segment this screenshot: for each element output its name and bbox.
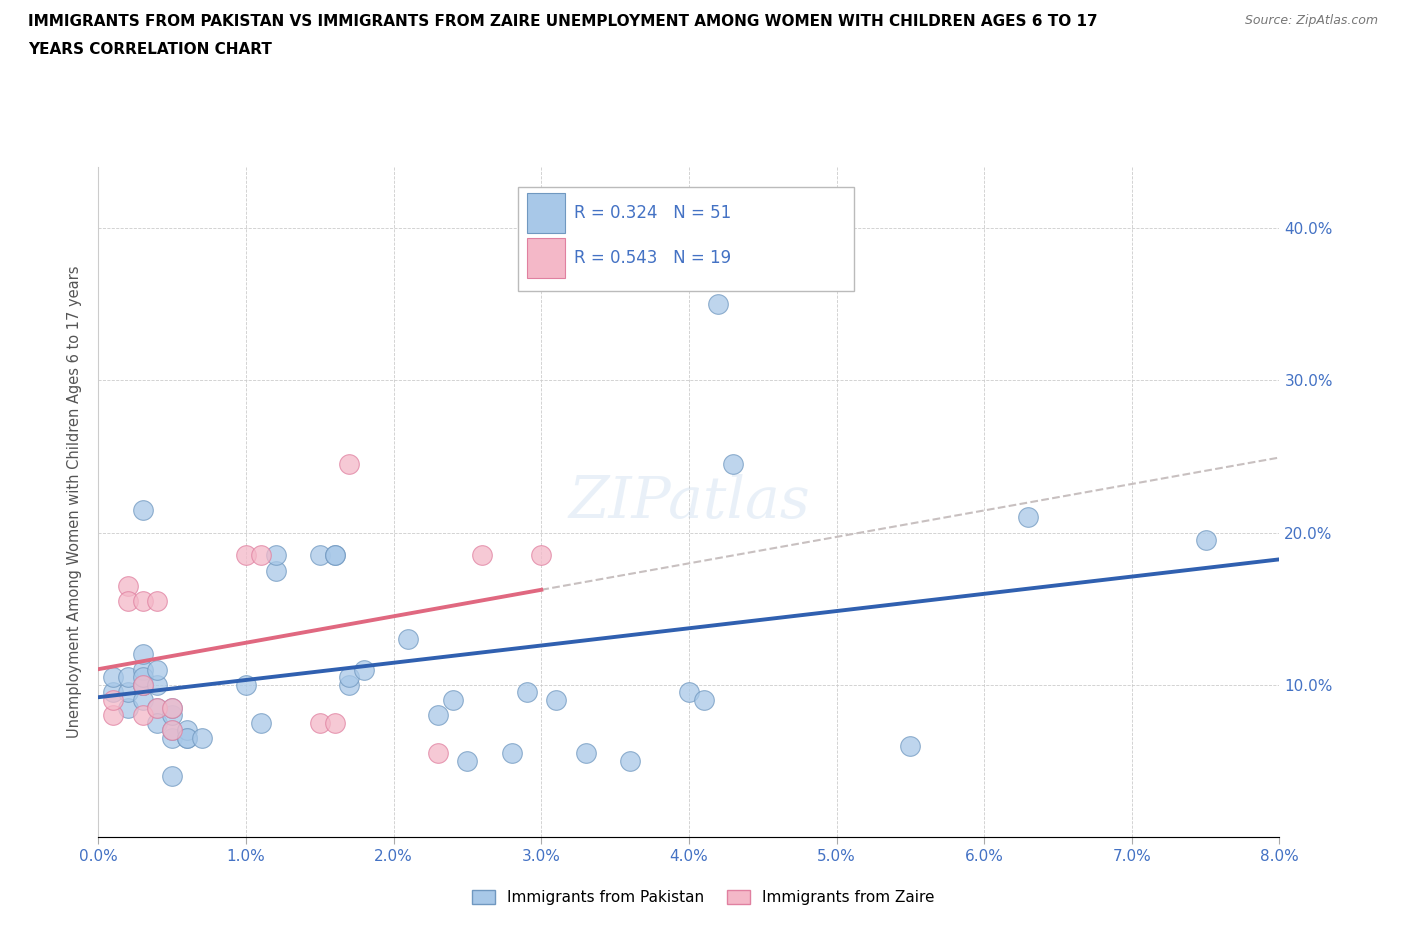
- Point: [162, 700, 183, 715]
- Point: [337, 457, 360, 472]
- Point: [146, 662, 169, 677]
- Y-axis label: Unemployment Among Women with Children Ages 6 to 17 years: Unemployment Among Women with Children A…: [67, 266, 83, 738]
- Point: [426, 708, 449, 723]
- Point: [337, 670, 360, 684]
- Point: [162, 769, 183, 784]
- Point: [132, 677, 155, 692]
- Point: [176, 731, 198, 746]
- Point: [456, 753, 478, 768]
- Point: [250, 715, 273, 730]
- FancyBboxPatch shape: [517, 188, 855, 291]
- Point: [132, 593, 155, 608]
- Point: [162, 723, 183, 737]
- Point: [337, 677, 360, 692]
- Point: [162, 708, 183, 723]
- Point: [146, 700, 169, 715]
- Point: [117, 685, 139, 700]
- Point: [191, 731, 214, 746]
- Point: [323, 548, 346, 563]
- Point: [235, 548, 257, 563]
- Text: R = 0.324   N = 51: R = 0.324 N = 51: [575, 204, 731, 222]
- Point: [264, 548, 287, 563]
- Point: [162, 700, 183, 715]
- Point: [264, 564, 287, 578]
- Text: R = 0.543   N = 19: R = 0.543 N = 19: [575, 249, 731, 267]
- Point: [132, 502, 155, 517]
- Point: [132, 677, 155, 692]
- Point: [900, 738, 922, 753]
- Point: [678, 685, 700, 700]
- Point: [146, 677, 169, 692]
- Point: [117, 593, 139, 608]
- Point: [103, 693, 125, 708]
- Point: [162, 723, 183, 737]
- Point: [426, 746, 449, 761]
- Point: [146, 700, 169, 715]
- Point: [441, 693, 464, 708]
- Point: [619, 753, 641, 768]
- Point: [103, 708, 125, 723]
- FancyBboxPatch shape: [527, 238, 565, 277]
- Point: [515, 685, 537, 700]
- Point: [146, 593, 169, 608]
- Point: [574, 746, 596, 761]
- Text: YEARS CORRELATION CHART: YEARS CORRELATION CHART: [28, 42, 271, 57]
- Point: [323, 548, 346, 563]
- Point: [176, 723, 198, 737]
- FancyBboxPatch shape: [527, 193, 565, 232]
- Point: [1194, 533, 1216, 548]
- Point: [530, 548, 553, 563]
- Point: [501, 746, 523, 761]
- Text: IMMIGRANTS FROM PAKISTAN VS IMMIGRANTS FROM ZAIRE UNEMPLOYMENT AMONG WOMEN WITH : IMMIGRANTS FROM PAKISTAN VS IMMIGRANTS F…: [28, 14, 1098, 29]
- Point: [1017, 510, 1039, 525]
- Text: ZIPatlas: ZIPatlas: [568, 474, 810, 530]
- Point: [353, 662, 375, 677]
- Point: [693, 693, 716, 708]
- Point: [132, 670, 155, 684]
- Point: [103, 685, 125, 700]
- Point: [235, 677, 257, 692]
- Point: [117, 578, 139, 593]
- Point: [132, 708, 155, 723]
- Point: [546, 693, 568, 708]
- Point: [117, 670, 139, 684]
- Point: [132, 647, 155, 662]
- Point: [176, 731, 198, 746]
- Point: [117, 700, 139, 715]
- Point: [132, 662, 155, 677]
- Point: [103, 670, 125, 684]
- Point: [250, 548, 273, 563]
- Point: [308, 715, 332, 730]
- Legend: Immigrants from Pakistan, Immigrants from Zaire: Immigrants from Pakistan, Immigrants fro…: [464, 883, 942, 913]
- Point: [721, 457, 744, 472]
- Text: Source: ZipAtlas.com: Source: ZipAtlas.com: [1244, 14, 1378, 27]
- Point: [471, 548, 494, 563]
- Point: [132, 677, 155, 692]
- Point: [396, 631, 419, 646]
- Point: [162, 731, 183, 746]
- Point: [323, 715, 346, 730]
- Point: [707, 297, 730, 312]
- Point: [146, 715, 169, 730]
- Point: [308, 548, 332, 563]
- Point: [132, 693, 155, 708]
